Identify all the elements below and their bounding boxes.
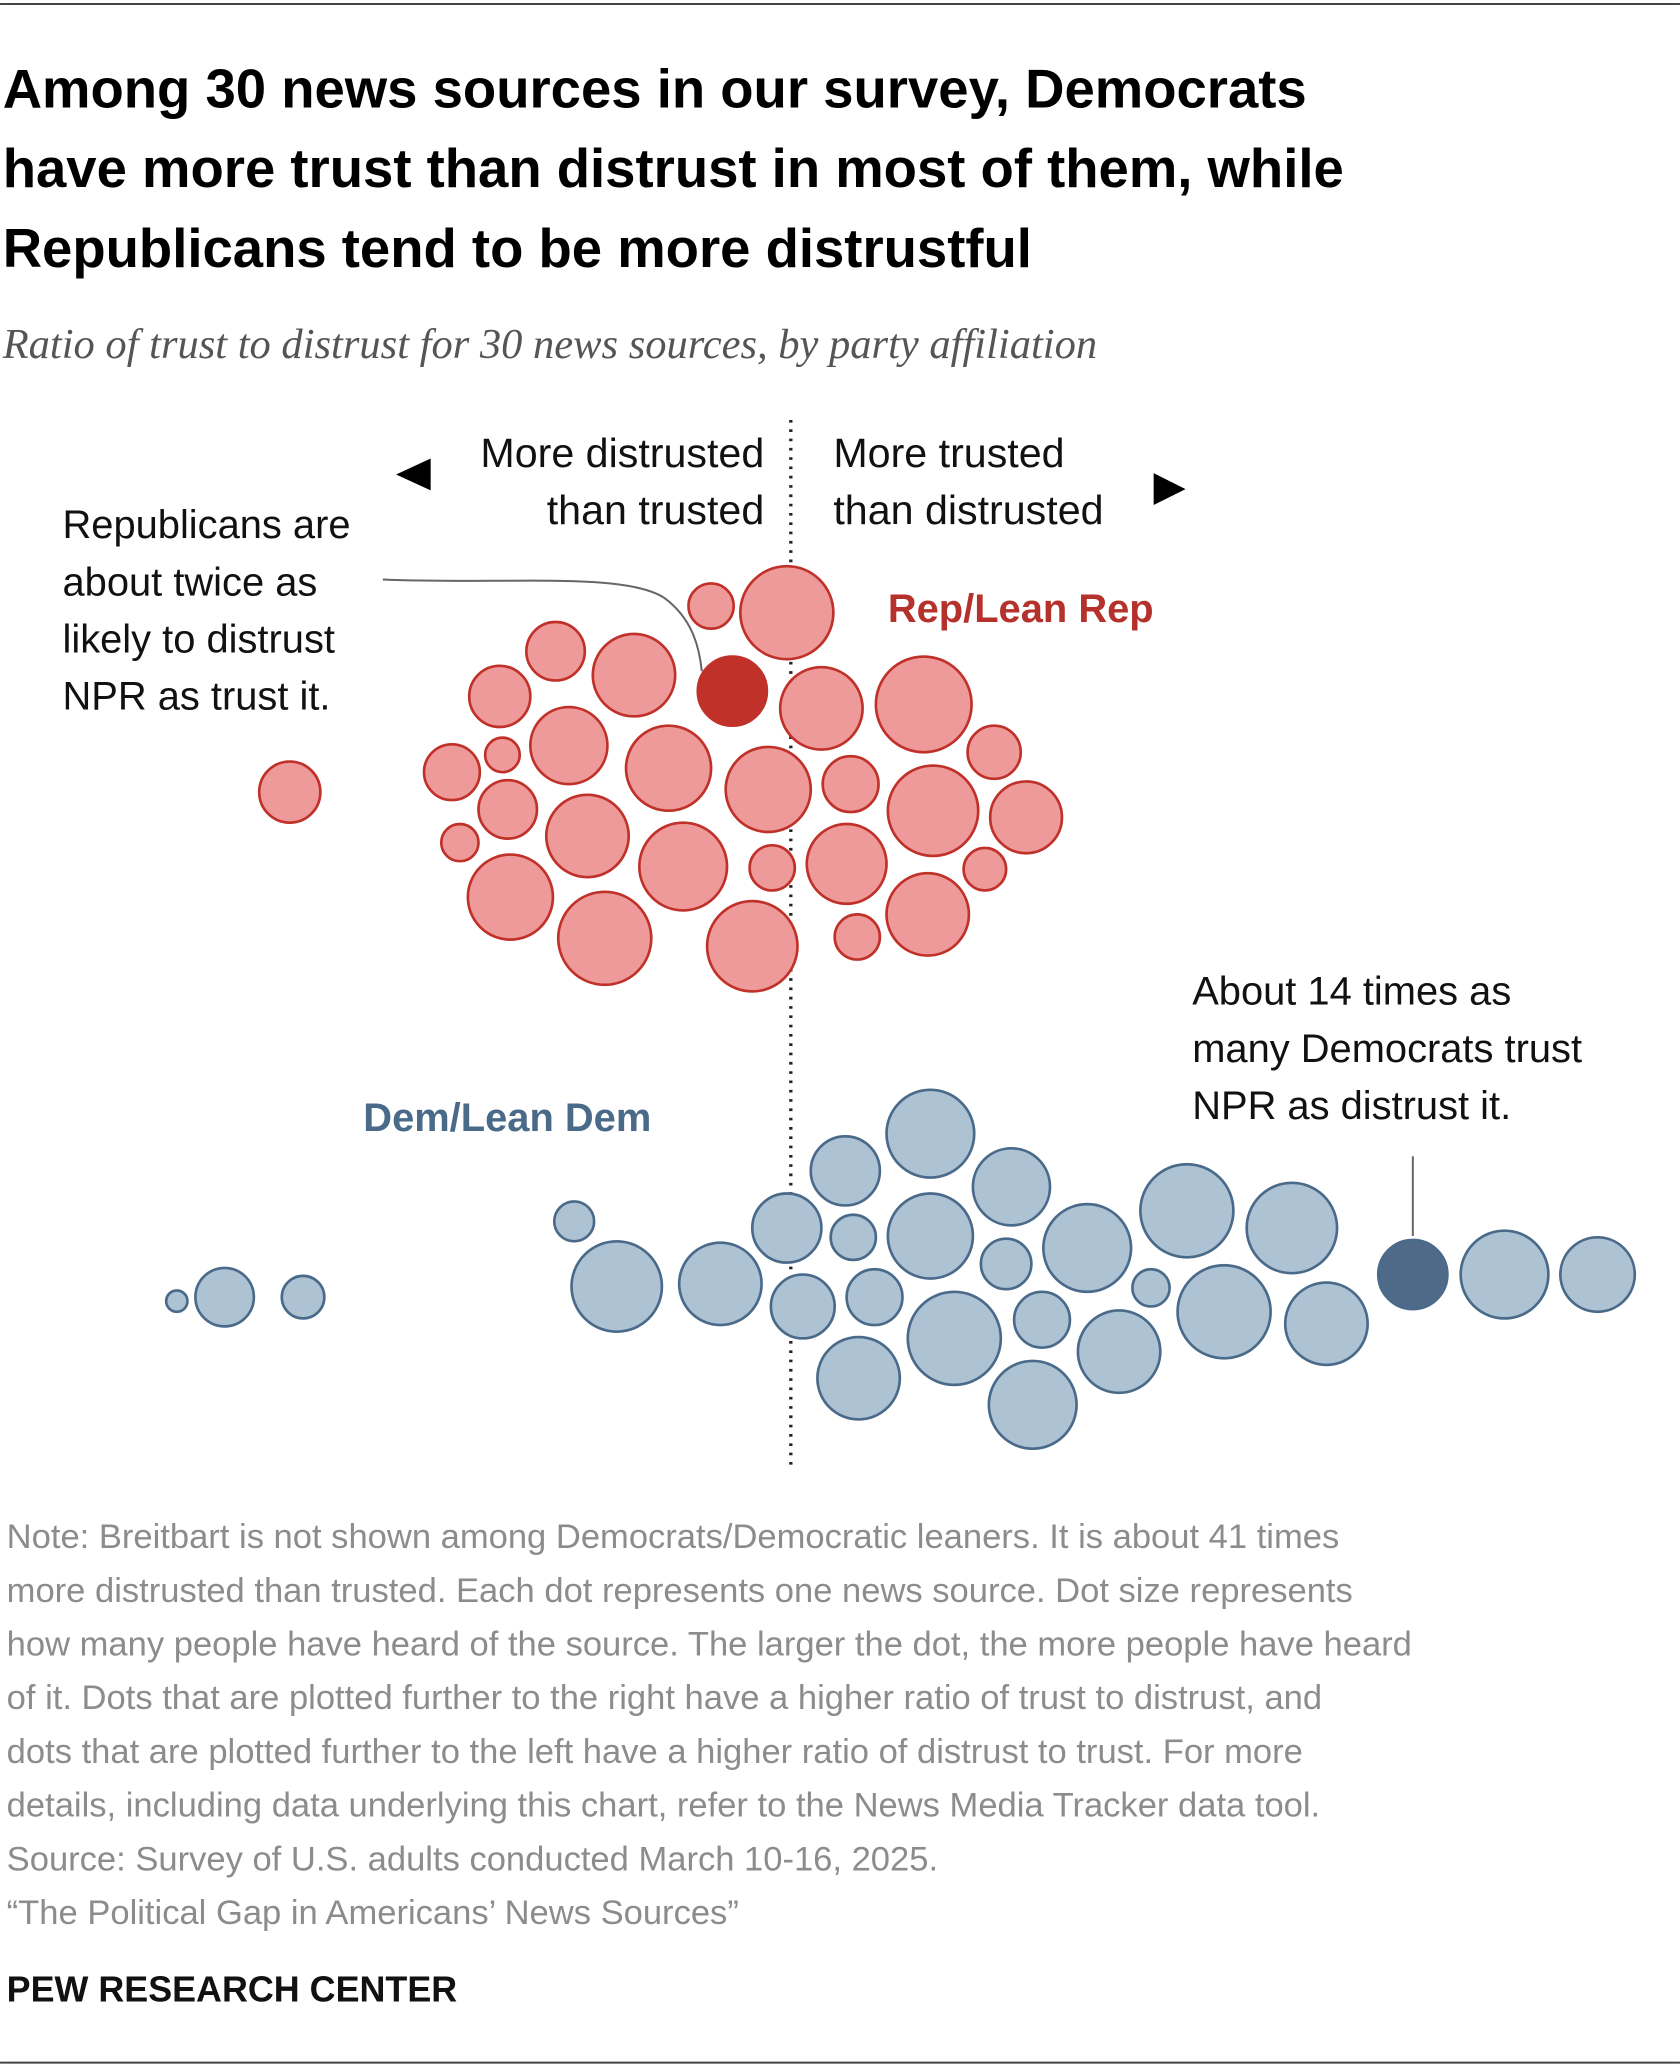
note-line: of it. Dots that are plotted further to … [7,1679,1322,1717]
dot [477,778,539,840]
dot [556,890,653,987]
dot [525,620,587,682]
dot [687,582,736,630]
title-line: Among 30 news sources in our survey, Dem… [3,58,1307,119]
left-arrow [396,458,431,491]
dot [1559,1236,1637,1314]
dot [906,1290,1003,1387]
dot [1376,1238,1449,1311]
dot [886,1192,975,1280]
dot [1176,1263,1272,1360]
subtitle: Ratio of trust to distrust for 30 news s… [2,321,1097,368]
dot [1283,1281,1369,1367]
dot [591,632,677,718]
dot [724,745,813,834]
note-line: Source: Survey of U.S. adults conducted … [7,1840,938,1878]
annotation: about twice as [63,560,318,604]
dot [1076,1309,1162,1395]
dot [1139,1162,1235,1259]
dot [164,1289,189,1314]
dot [829,1213,878,1262]
note-line: details, including data underlying this … [7,1787,1320,1825]
dot [1131,1267,1171,1308]
dot [696,655,769,727]
note-line: more distrusted than trusted. Each dot r… [7,1572,1353,1610]
dot [467,664,532,729]
note-line: “The Political Gap in Americans’ News So… [7,1894,739,1932]
direction-label: More trusted [833,430,1064,476]
dot [677,1241,763,1327]
annotation: likely to distrust [63,617,335,661]
direction-label: than distrusted [833,487,1103,533]
dot [845,1267,904,1327]
dot [257,760,322,825]
dot [483,736,522,774]
dot [874,655,973,754]
dot [439,822,480,863]
rep-connector [382,578,703,672]
dot [1012,1290,1072,1349]
direction-label: than trusted [547,487,765,533]
title-line: Republicans tend to be more distrustful [3,218,1032,279]
series-label: Dem/Lean Dem [363,1096,651,1140]
dot [966,724,1023,781]
dot [987,1359,1078,1450]
dot [886,764,980,858]
series-label: Rep/Lean Rep [888,587,1154,631]
right-arrow [1153,473,1186,506]
note-line: how many people have heard of the source… [7,1626,1412,1664]
dot [466,853,555,941]
branding: PEW RESEARCH CENTER [7,1970,458,2010]
dot [529,705,609,786]
dot [738,564,835,661]
dot [971,1146,1052,1227]
dot [821,754,880,814]
dot [962,846,1008,892]
note-line: Note: Breitbart is not shown among Democ… [7,1518,1340,1556]
dot [544,793,631,879]
dot [1459,1229,1550,1320]
dot [422,742,482,802]
annotation: NPR as distrust it. [1192,1084,1511,1128]
dot [833,913,882,961]
annotation: many Democrats trust [1192,1027,1582,1071]
annotation: NPR as trust it. [63,675,331,719]
dot [816,1335,902,1421]
dot [979,1237,1033,1291]
dot [885,871,971,957]
dot [769,1273,837,1340]
dot [624,724,713,813]
dot [748,843,797,892]
annotation: Republicans are [63,503,351,547]
title-line: have more trust than distrust in most of… [3,138,1344,199]
dot [637,821,729,912]
dot [570,1240,664,1334]
direction-label: More distrusted [480,430,764,476]
note-line: dots that are plotted further to the lef… [7,1733,1303,1771]
dot [705,899,799,993]
dot [809,1135,882,1207]
dot [1245,1181,1339,1275]
dot [280,1274,326,1320]
dot [778,665,864,751]
dot [988,780,1064,855]
dot [750,1192,823,1264]
dot [805,822,888,906]
dot [1042,1202,1133,1294]
dot [885,1088,976,1179]
dot [552,1200,596,1243]
annotation: About 14 times as [1192,970,1511,1014]
dot [194,1266,256,1328]
